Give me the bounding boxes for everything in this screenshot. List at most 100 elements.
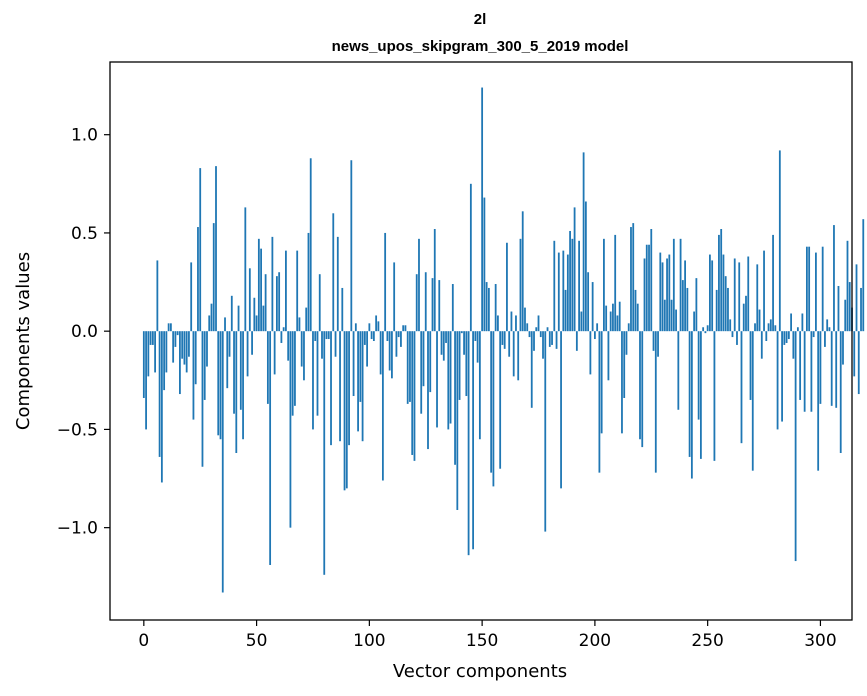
- bar-205: [605, 305, 608, 332]
- bar-283: [781, 331, 783, 422]
- bar-208: [612, 303, 614, 332]
- bar-199: [591, 282, 594, 332]
- y-axis: −1.0 −0.5 0.0 0.5 1.0: [57, 126, 110, 539]
- bar-272: [756, 264, 759, 332]
- bar-160: [503, 331, 506, 349]
- bar-85: [334, 331, 337, 357]
- bar-137: [451, 284, 454, 332]
- bar-240: [684, 260, 686, 332]
- bar-21: [190, 262, 193, 332]
- bar-185: [560, 331, 562, 489]
- bar-183: [555, 331, 558, 349]
- bar-151: [483, 197, 486, 332]
- bar-287: [790, 313, 792, 332]
- bar-186: [562, 250, 565, 332]
- bar-286: [787, 331, 790, 340]
- bar-214: [625, 331, 628, 355]
- bar-141: [460, 331, 463, 334]
- bar-88: [341, 287, 344, 332]
- x-tick-label: 150: [466, 631, 498, 651]
- bar-307: [835, 331, 838, 408]
- bar-53: [262, 305, 265, 332]
- bar-221: [641, 331, 644, 448]
- bar-78: [318, 274, 321, 332]
- bar-187: [564, 289, 567, 332]
- y-axis-label: Components values: [13, 252, 34, 430]
- bar-201: [596, 323, 599, 332]
- bar-276: [765, 331, 768, 341]
- bar-68: [296, 250, 299, 332]
- bar-304: [828, 327, 831, 332]
- bar-223: [645, 244, 648, 332]
- bar-76: [314, 331, 317, 341]
- bar-231: [663, 299, 666, 332]
- bar-97: [361, 331, 364, 442]
- bar-28: [206, 331, 208, 367]
- bar-279: [772, 234, 774, 332]
- chart-title-line2: news_upos_skipgram_300_5_2019 model: [332, 38, 629, 55]
- bar-128: [431, 278, 434, 332]
- bar-99: [366, 331, 368, 367]
- bar-173: [533, 331, 535, 351]
- bar-143: [465, 331, 468, 397]
- bar-217: [632, 223, 635, 332]
- bar-184: [557, 252, 560, 332]
- bar-20: [188, 331, 190, 357]
- bar-285: [785, 331, 788, 343]
- bar-96: [359, 331, 362, 402]
- bar-35: [221, 331, 224, 593]
- bar-171: [528, 331, 531, 338]
- bar-84: [332, 213, 335, 332]
- bar-154: [490, 331, 493, 473]
- bar-103: [375, 315, 378, 332]
- bar-79: [321, 331, 323, 359]
- bar-216: [630, 227, 632, 332]
- bar-181: [551, 331, 553, 345]
- bar-100: [368, 323, 371, 332]
- x-tick-label: 0: [138, 631, 149, 651]
- bar-188: [566, 254, 569, 332]
- bar-264: [738, 262, 741, 332]
- bar-51: [257, 238, 260, 332]
- y-tick-label: −1.0: [57, 519, 98, 539]
- bar-121: [415, 274, 418, 332]
- y-tick-label: 1.0: [71, 126, 98, 146]
- bar-191: [573, 207, 576, 332]
- bar-120: [413, 331, 416, 461]
- bar-108: [386, 331, 389, 341]
- bar-55: [266, 331, 269, 404]
- bar-212: [621, 331, 623, 434]
- bar-233: [668, 254, 671, 332]
- bar-174: [535, 327, 538, 332]
- bar-125: [424, 272, 427, 332]
- bar-70: [300, 331, 303, 367]
- bar-277: [767, 323, 770, 332]
- bar-164: [512, 331, 515, 377]
- bar-148: [476, 331, 479, 363]
- bar-166: [517, 331, 520, 381]
- bar-167: [519, 238, 522, 332]
- bar-253: [713, 331, 716, 461]
- bar-241: [686, 287, 689, 332]
- bar-62: [282, 327, 285, 332]
- bar-207: [609, 311, 612, 332]
- bar-54: [264, 274, 267, 332]
- bar-280: [774, 325, 777, 332]
- y-tick-label: 0.0: [71, 322, 98, 342]
- bar-107: [384, 232, 387, 332]
- x-tick-label: 300: [804, 631, 836, 651]
- bar-65: [289, 331, 292, 528]
- bar-270: [751, 331, 754, 471]
- bar-131: [438, 280, 441, 332]
- x-tick-label: 200: [579, 631, 611, 651]
- bar-36: [224, 317, 226, 332]
- bar-90: [345, 331, 348, 489]
- bar-198: [589, 331, 592, 375]
- bar-14: [174, 331, 177, 347]
- bar-29: [208, 315, 211, 332]
- bar-301: [821, 246, 824, 332]
- bar-203: [600, 331, 603, 434]
- bar-132: [440, 331, 443, 355]
- bar-252: [711, 260, 714, 332]
- bar-172: [530, 331, 533, 408]
